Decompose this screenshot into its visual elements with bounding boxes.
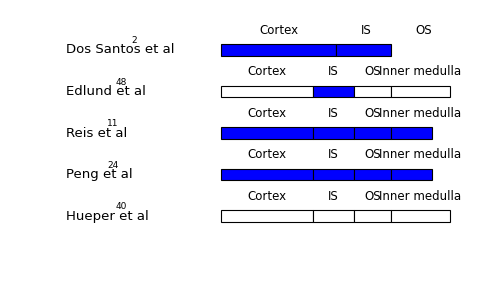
Text: Cortex: Cortex: [248, 65, 286, 78]
Text: Inner medulla: Inner medulla: [379, 107, 462, 120]
Text: IS: IS: [328, 65, 339, 78]
Text: Reis et al: Reis et al: [66, 127, 128, 139]
Text: Hueper et al: Hueper et al: [66, 210, 149, 223]
Bar: [390, 210, 450, 222]
Text: OS: OS: [364, 65, 380, 78]
Text: Edlund et al: Edlund et al: [66, 85, 146, 98]
Bar: [390, 86, 450, 97]
Bar: [354, 210, 391, 222]
Bar: [354, 169, 391, 180]
Text: OS: OS: [364, 107, 380, 120]
Text: 11: 11: [107, 119, 118, 128]
Text: Cortex: Cortex: [248, 107, 286, 120]
Text: IS: IS: [361, 24, 372, 37]
Text: 48: 48: [115, 77, 126, 87]
Text: Cortex: Cortex: [248, 148, 286, 161]
Bar: [222, 210, 313, 222]
Bar: [390, 169, 432, 180]
Text: OS: OS: [416, 24, 432, 37]
Bar: [222, 169, 313, 180]
Bar: [222, 127, 313, 139]
Text: 40: 40: [115, 202, 126, 211]
Text: IS: IS: [328, 190, 339, 203]
Text: OS: OS: [364, 148, 380, 161]
Bar: [313, 169, 354, 180]
Text: 2: 2: [132, 36, 137, 45]
Text: Inner medulla: Inner medulla: [379, 65, 462, 78]
Text: 24: 24: [107, 161, 118, 170]
Bar: [354, 127, 391, 139]
Bar: [336, 44, 390, 56]
Bar: [354, 86, 391, 97]
Text: OS: OS: [364, 190, 380, 203]
Text: Dos Santos et al: Dos Santos et al: [66, 43, 175, 57]
Bar: [313, 86, 354, 97]
Text: Cortex: Cortex: [259, 24, 298, 37]
Text: Cortex: Cortex: [248, 190, 286, 203]
Text: Inner medulla: Inner medulla: [379, 148, 462, 161]
Bar: [313, 127, 354, 139]
Bar: [222, 86, 313, 97]
Text: IS: IS: [328, 148, 339, 161]
Bar: [222, 44, 336, 56]
Text: IS: IS: [328, 107, 339, 120]
Text: Inner medulla: Inner medulla: [379, 190, 462, 203]
Text: Peng et al: Peng et al: [66, 168, 133, 181]
Bar: [313, 210, 354, 222]
Bar: [390, 127, 432, 139]
